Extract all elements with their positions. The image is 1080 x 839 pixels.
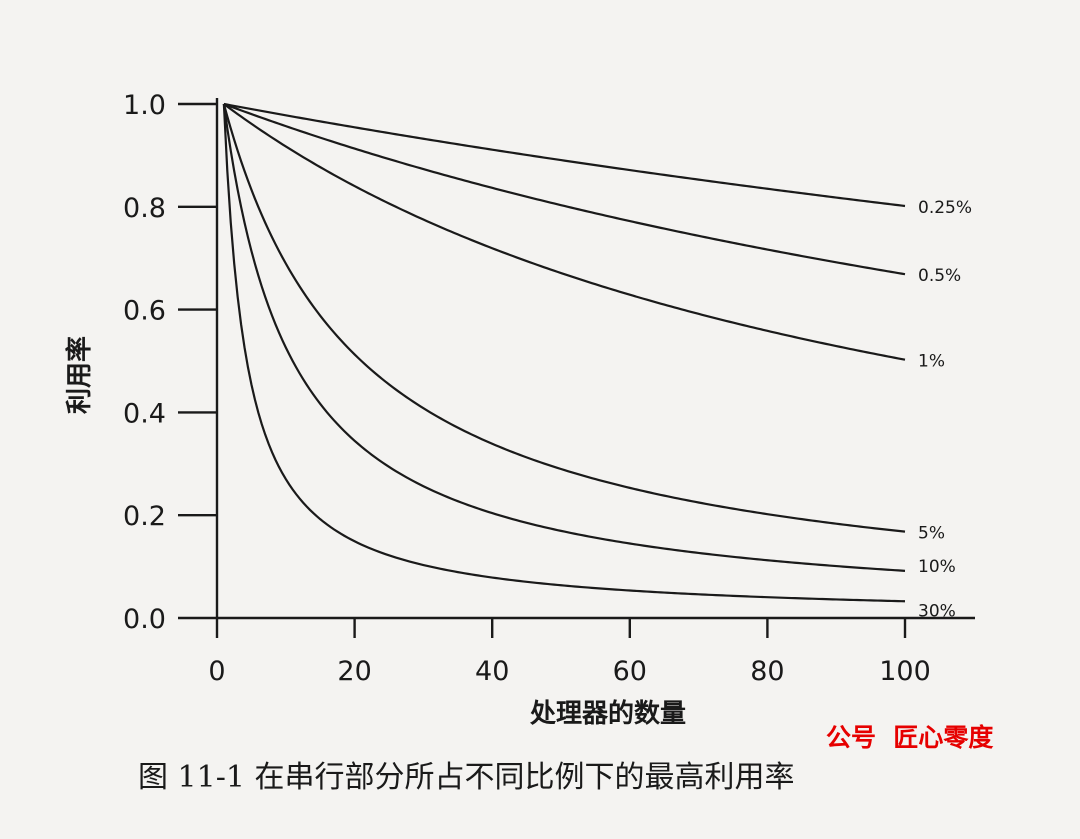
x-tick-label: 100 bbox=[879, 656, 931, 687]
series-line bbox=[222, 103, 906, 603]
x-tick-label: 60 bbox=[613, 656, 647, 687]
series-label: 1% bbox=[918, 352, 945, 372]
series-line bbox=[223, 102, 906, 208]
chart-series-labels: 0.25% 0.5% 1% 5% 10% 30% bbox=[918, 198, 972, 621]
series-line bbox=[223, 102, 906, 276]
series-line bbox=[222, 103, 906, 572]
y-tick-label: 0.4 bbox=[123, 398, 166, 429]
y-axis-title: 利用率 bbox=[64, 336, 95, 414]
series-label: 10% bbox=[918, 557, 956, 577]
x-tick-label: 40 bbox=[475, 656, 509, 687]
chart-series bbox=[222, 102, 906, 603]
y-tick-label: 0.2 bbox=[123, 501, 166, 532]
y-tick-label: 0.6 bbox=[123, 296, 166, 327]
x-axis-title: 处理器的数量 bbox=[529, 698, 686, 729]
series-line bbox=[223, 103, 906, 361]
series-label: 0.5% bbox=[918, 266, 961, 286]
series-label: 0.25% bbox=[918, 198, 972, 218]
series-label: 30% bbox=[918, 601, 956, 621]
figure-caption: 图 11-1 在串行部分所占不同比例下的最高利用率 bbox=[138, 760, 795, 795]
utilization-chart: 0.0 0.2 0.4 0.6 0.8 1.0 0 20 40 60 80 100 0.25% 0.5%… bbox=[64, 90, 975, 729]
y-tick-label: 0.8 bbox=[123, 193, 166, 224]
chart-axes: 0.0 0.2 0.4 0.6 0.8 1.0 0 20 40 60 80 100 bbox=[123, 90, 975, 687]
x-tick-label: 80 bbox=[750, 656, 784, 687]
y-tick-label: 1.0 bbox=[123, 90, 166, 121]
series-line bbox=[222, 103, 906, 533]
x-tick-label: 20 bbox=[337, 656, 371, 687]
x-tick-label: 0 bbox=[208, 656, 225, 687]
y-tick-label: 0.0 bbox=[123, 604, 166, 635]
series-label: 5% bbox=[918, 524, 945, 544]
watermark-text: 公号 匠心零度 bbox=[826, 723, 994, 752]
